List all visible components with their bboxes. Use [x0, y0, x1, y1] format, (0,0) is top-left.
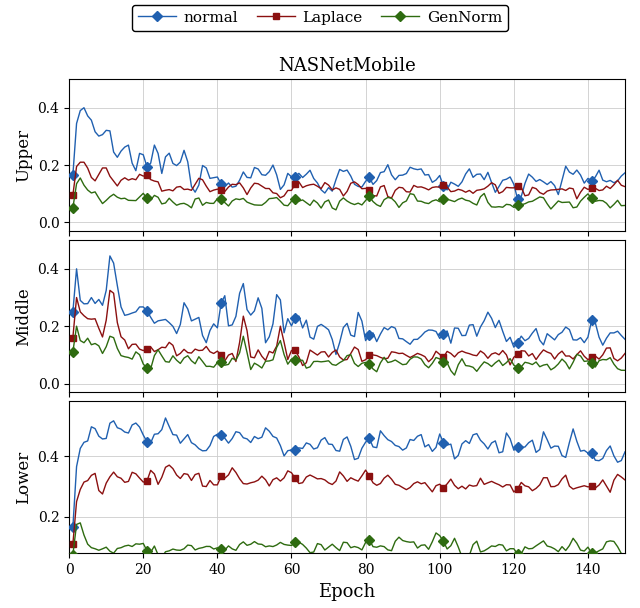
Line: GenNorm: GenNorm	[69, 174, 628, 213]
GenNorm	[291, 195, 299, 202]
GenNorm	[332, 206, 340, 213]
Laplace	[254, 180, 262, 187]
Laplace	[76, 159, 84, 166]
Laplace	[621, 183, 629, 190]
Laplace	[291, 181, 299, 188]
normal	[291, 173, 299, 180]
GenNorm	[76, 174, 84, 182]
normal	[621, 169, 629, 176]
Laplace	[454, 185, 462, 193]
normal	[384, 161, 392, 168]
Laplace	[573, 195, 580, 202]
normal	[514, 195, 522, 202]
normal	[69, 171, 77, 179]
GenNorm	[621, 202, 629, 209]
Y-axis label: Lower: Lower	[15, 451, 32, 504]
normal	[254, 165, 262, 173]
GenNorm	[458, 195, 466, 202]
Y-axis label: Middle: Middle	[15, 287, 32, 345]
Legend: normal, Laplace, GenNorm: normal, Laplace, GenNorm	[132, 5, 508, 31]
Laplace	[362, 185, 369, 192]
Y-axis label: Upper: Upper	[15, 128, 32, 182]
GenNorm	[69, 204, 77, 212]
X-axis label: Epoch: Epoch	[319, 582, 376, 601]
Laplace	[69, 192, 77, 199]
Line: normal: normal	[69, 104, 628, 202]
GenNorm	[388, 195, 396, 202]
GenNorm	[532, 196, 540, 203]
normal	[362, 178, 369, 185]
normal	[80, 104, 88, 111]
Title: NASNetMobile: NASNetMobile	[278, 57, 416, 75]
GenNorm	[365, 193, 373, 200]
GenNorm	[254, 201, 262, 209]
normal	[532, 178, 540, 185]
normal	[454, 182, 462, 190]
Laplace	[529, 184, 536, 191]
Laplace	[384, 193, 392, 200]
Line: Laplace: Laplace	[69, 159, 628, 202]
